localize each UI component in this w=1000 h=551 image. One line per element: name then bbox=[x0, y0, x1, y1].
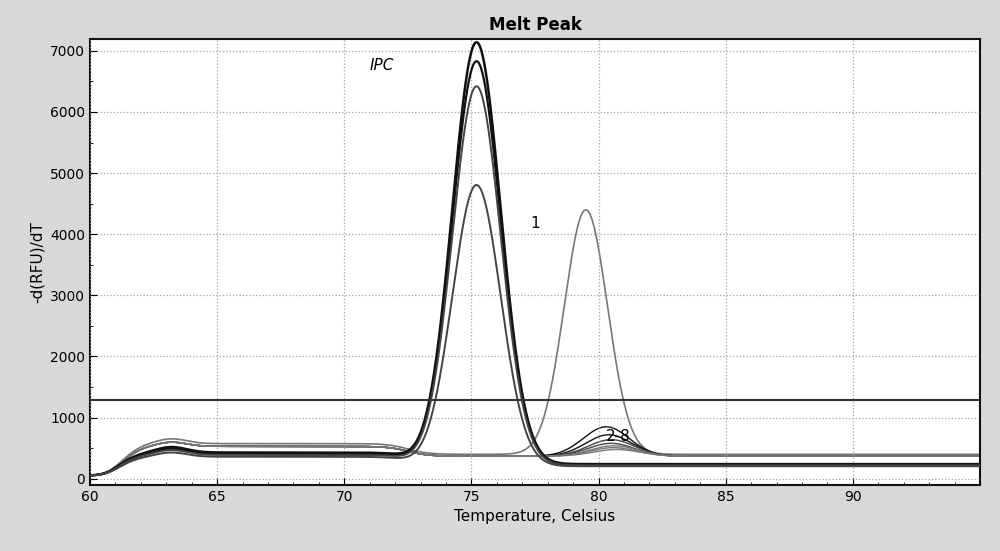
Text: IPC: IPC bbox=[370, 58, 394, 73]
Y-axis label: -d(RFU)/dT: -d(RFU)/dT bbox=[29, 221, 44, 302]
X-axis label: Temperature, Celsius: Temperature, Celsius bbox=[454, 509, 616, 525]
Text: 2-8: 2-8 bbox=[606, 429, 631, 444]
Title: Melt Peak: Melt Peak bbox=[489, 16, 581, 34]
Text: 1: 1 bbox=[530, 216, 540, 231]
